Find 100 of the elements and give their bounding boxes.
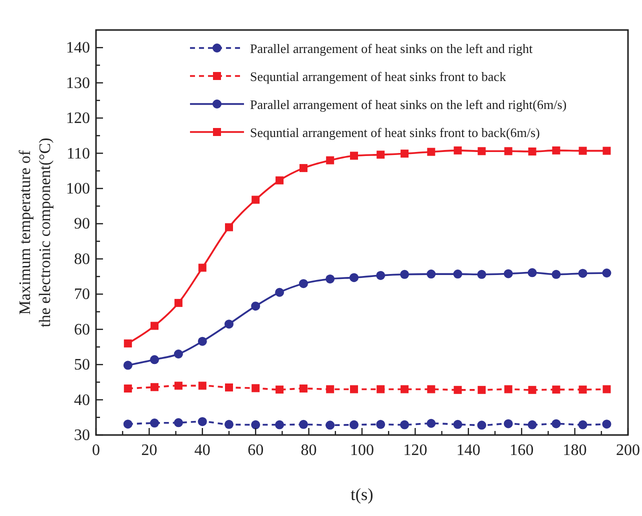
x-tick-label: 20 <box>141 442 158 459</box>
y-tick-label: 40 <box>74 392 90 409</box>
point <box>298 279 308 288</box>
x-tick-label: 100 <box>350 442 374 459</box>
point <box>150 355 160 364</box>
point <box>251 420 260 430</box>
y-tick-label: 80 <box>74 250 90 268</box>
point <box>528 148 536 156</box>
point <box>123 360 132 370</box>
point <box>299 384 308 393</box>
y-axis-title: Maximum temperature of the electronic component(°C) <box>17 138 54 328</box>
point <box>123 420 132 429</box>
point <box>150 383 159 392</box>
point <box>174 418 183 428</box>
point <box>276 386 284 394</box>
legend-label: Parallel arrangement of heat sinks on the left and right(6m/s) <box>250 97 567 112</box>
y-tick-label: 90 <box>74 216 90 233</box>
point <box>275 288 284 297</box>
x-tick-label: 80 <box>300 442 317 459</box>
y-tick-label: 110 <box>66 145 90 162</box>
point <box>578 146 587 155</box>
point <box>198 417 207 426</box>
x-tick-label: 140 <box>456 442 480 459</box>
point <box>477 420 486 430</box>
y-tick-label: 30 <box>74 427 90 444</box>
point <box>426 270 436 279</box>
x-tick-label: 60 <box>248 442 264 459</box>
point <box>504 269 513 278</box>
point <box>224 420 234 429</box>
point <box>427 148 436 156</box>
point <box>350 420 359 430</box>
point <box>504 147 512 156</box>
point <box>602 385 611 394</box>
point <box>124 339 132 348</box>
point <box>174 298 182 307</box>
point <box>454 146 462 154</box>
legend-label: Parallel arrangement of heat sinks on the left and right <box>250 41 534 56</box>
point <box>224 320 234 329</box>
point <box>299 164 308 172</box>
y-tick-label: 100 <box>66 180 90 198</box>
x-tick-label: 0 <box>92 442 100 459</box>
point <box>528 386 536 394</box>
point <box>251 302 260 311</box>
y-tick-label: 60 <box>74 321 90 338</box>
point <box>478 147 486 156</box>
point <box>602 268 612 278</box>
point <box>528 420 537 430</box>
point <box>400 270 410 279</box>
point <box>275 420 284 430</box>
point <box>552 419 561 428</box>
point <box>426 418 436 428</box>
x-tick-label: 200 <box>616 442 640 459</box>
point <box>198 336 207 346</box>
point <box>552 270 561 279</box>
point <box>298 420 308 429</box>
point <box>198 264 206 272</box>
point <box>252 196 260 204</box>
point <box>504 385 512 394</box>
point <box>400 385 409 394</box>
point <box>504 419 513 428</box>
point <box>326 385 334 394</box>
point <box>376 270 386 280</box>
point <box>225 223 233 232</box>
point <box>174 350 183 358</box>
point <box>478 386 486 394</box>
x-tick-label: 180 <box>562 442 587 459</box>
point <box>198 382 206 390</box>
point <box>602 146 611 155</box>
point <box>326 274 335 284</box>
point <box>376 420 386 429</box>
y-tick-label: 140 <box>66 40 90 57</box>
point <box>326 156 334 164</box>
point <box>528 268 537 278</box>
point <box>453 270 462 279</box>
point <box>376 385 385 394</box>
x-tick-label: 120 <box>403 442 428 459</box>
point <box>552 386 560 394</box>
point <box>124 384 132 393</box>
point <box>477 270 486 279</box>
point <box>578 268 588 278</box>
point <box>350 273 359 282</box>
point <box>276 176 284 184</box>
point <box>225 383 233 392</box>
legend-label: Sequntial arrangement of heat sinks front to back <box>250 69 506 84</box>
point <box>454 386 462 394</box>
point <box>453 420 462 429</box>
legend-label: Sequntial arrangement of heat sinks front to back(6m/s) <box>250 125 540 140</box>
point <box>376 150 385 159</box>
point <box>578 386 587 394</box>
point <box>578 420 588 430</box>
x-tick-label: 40 <box>194 442 210 459</box>
point <box>427 385 436 394</box>
point <box>400 150 409 158</box>
point <box>174 382 182 390</box>
point <box>350 152 358 160</box>
x-axis-title: t(s) <box>350 485 374 504</box>
point <box>150 418 160 428</box>
point <box>326 420 335 430</box>
point <box>350 385 358 394</box>
point <box>552 146 560 154</box>
